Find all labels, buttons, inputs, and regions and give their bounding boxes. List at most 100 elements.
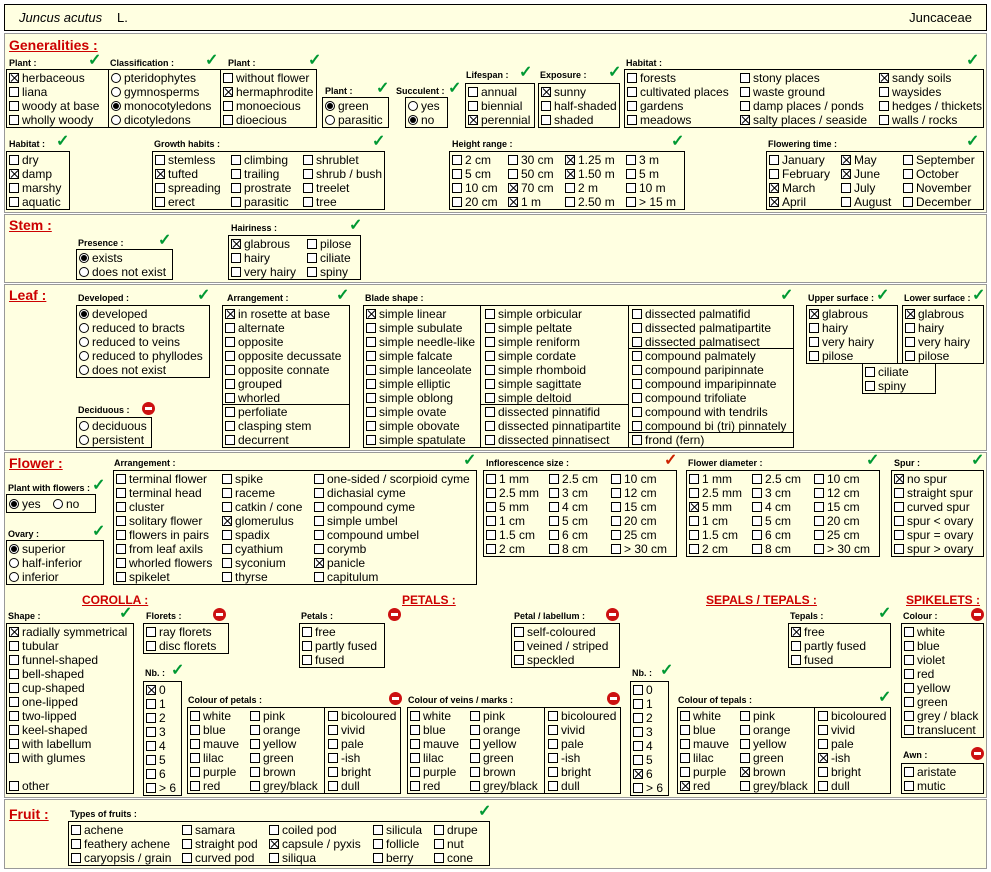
vein-colour-option[interactable]: -ish	[548, 751, 580, 765]
inflorescence-size-option[interactable]: 5 mm	[486, 500, 529, 514]
radio-button[interactable]	[79, 421, 89, 431]
sepal-count-option[interactable]: 4	[633, 739, 653, 753]
blade-shape-option[interactable]: compound trifoliate	[632, 391, 746, 405]
flower-arrangement-option[interactable]: corymb	[314, 542, 366, 556]
vein-colour-option[interactable]: bright	[548, 765, 591, 779]
tepal-colour-option[interactable]: bright	[818, 765, 861, 779]
presence-option[interactable]: exists	[79, 251, 123, 265]
checkbox[interactable]	[508, 155, 518, 165]
flower-arrangement-option[interactable]: one-sided / scorpioid cyme	[314, 472, 470, 486]
tepal-colour-option[interactable]: -ish	[818, 751, 850, 765]
habitat-moist-option[interactable]: marshy	[9, 181, 61, 195]
checkbox[interactable]	[116, 530, 126, 540]
lifespan-option[interactable]: perennial	[468, 113, 530, 127]
checkbox[interactable]	[486, 530, 496, 540]
flower-arrangement-option[interactable]: cluster	[116, 500, 164, 514]
checkbox[interactable]	[548, 739, 558, 749]
plant-type-option[interactable]: liana	[9, 85, 47, 99]
vein-colour-option[interactable]: brown	[470, 765, 516, 779]
exposure-option[interactable]: sunny	[541, 85, 586, 99]
fruit-type-option[interactable]: silicula	[373, 823, 422, 837]
flowering-month-option[interactable]: June	[841, 167, 880, 181]
checkbox[interactable]	[626, 197, 636, 207]
exposure-option[interactable]: half-shaded	[541, 99, 617, 113]
flower-arrangement-option[interactable]: spikelet	[116, 570, 170, 584]
radio-button[interactable]	[79, 309, 89, 319]
checkbox[interactable]	[904, 781, 914, 791]
checkbox[interactable]	[752, 474, 762, 484]
inflorescence-size-option[interactable]: 25 cm	[611, 528, 657, 542]
flower-arrangement-option[interactable]: simple umbel	[314, 514, 398, 528]
petal-count-option[interactable]: 2	[146, 711, 166, 725]
deciduous-option[interactable]: deciduous	[79, 419, 147, 433]
checkbox[interactable]	[689, 488, 699, 498]
checkbox[interactable]	[146, 713, 156, 723]
checkbox[interactable]	[879, 101, 889, 111]
checkbox[interactable]	[541, 101, 551, 111]
blade-shape-option[interactable]: simple lanceolate	[366, 363, 472, 377]
awn-option[interactable]: aristate	[904, 765, 956, 779]
checkbox[interactable]	[632, 393, 642, 403]
plant-flowers-option[interactable]: monoecious	[223, 99, 301, 113]
flower-arrangement-option[interactable]: capitulum	[314, 570, 378, 584]
checkbox[interactable]	[689, 530, 699, 540]
checkbox[interactable]	[565, 169, 575, 179]
checkbox[interactable]	[222, 572, 232, 582]
checkbox[interactable]	[116, 544, 126, 554]
checkbox[interactable]	[366, 421, 376, 431]
petal-colour-option[interactable]: orange	[250, 723, 300, 737]
blade-shape-option[interactable]: simple cordate	[485, 349, 576, 363]
blade-shape-option[interactable]: compound imparipinnate	[632, 377, 776, 391]
checkbox[interactable]	[225, 337, 235, 347]
flower-diameter-option[interactable]: 2 cm	[689, 542, 728, 556]
petal-colour-option[interactable]: purple	[190, 765, 236, 779]
blade-shape-option[interactable]: simple rhomboid	[485, 363, 586, 377]
checkbox[interactable]	[250, 753, 260, 763]
hairiness-option[interactable]: glabrous	[231, 237, 290, 251]
checkbox[interactable]	[818, 781, 828, 791]
checkbox[interactable]	[485, 421, 495, 431]
checkbox[interactable]	[470, 725, 480, 735]
checkbox[interactable]	[611, 474, 621, 484]
checkbox[interactable]	[632, 323, 642, 333]
petal-colour-option[interactable]: mauve	[190, 737, 239, 751]
inflorescence-size-option[interactable]: 1.5 cm	[486, 528, 535, 542]
sepal-count-option[interactable]: 2	[633, 711, 653, 725]
checkbox[interactable]	[366, 309, 376, 319]
checkbox[interactable]	[9, 101, 19, 111]
checkbox[interactable]	[9, 781, 19, 791]
petal-count-option[interactable]: > 6	[146, 781, 176, 795]
checkbox[interactable]	[541, 87, 551, 97]
fruit-type-option[interactable]: capsule / pyxis	[269, 837, 361, 851]
checkbox[interactable]	[314, 572, 324, 582]
spikelet-colour-option[interactable]: yellow	[904, 681, 950, 695]
checkbox[interactable]	[302, 655, 312, 665]
tepal-colour-option[interactable]: mauve	[680, 737, 729, 751]
inflorescence-size-option[interactable]: 12 cm	[611, 486, 657, 500]
checkbox[interactable]	[366, 379, 376, 389]
petal-count-option[interactable]: 1	[146, 697, 166, 711]
upper-surface-option[interactable]: very hairy	[809, 335, 874, 349]
checkbox[interactable]	[410, 753, 420, 763]
flower-arrangement-option[interactable]: from leaf axils	[116, 542, 203, 556]
flower-diameter-option[interactable]: 20 cm	[814, 514, 860, 528]
checkbox[interactable]	[809, 351, 819, 361]
spikelet-colour-option[interactable]: green	[904, 695, 948, 709]
hairiness-option[interactable]: ciliate	[307, 251, 351, 265]
fruit-type-option[interactable]: caryopsis / grain	[71, 851, 171, 865]
flower-arrangement-option[interactable]: glomerulus	[222, 514, 294, 528]
radio-button[interactable]	[111, 87, 121, 97]
flowering-month-option[interactable]: January	[769, 153, 825, 167]
tepal-colour-option[interactable]: pink	[740, 709, 775, 723]
checkbox[interactable]	[222, 474, 232, 484]
checkbox[interactable]	[485, 365, 495, 375]
spikelet-colour-option[interactable]: translucent	[904, 723, 976, 737]
hairiness-option[interactable]: hairy	[231, 251, 270, 265]
checkbox[interactable]	[373, 839, 383, 849]
checkbox[interactable]	[814, 544, 824, 554]
height-option[interactable]: 20 cm	[452, 195, 498, 209]
checkbox[interactable]	[633, 699, 643, 709]
flower-arrangement-option[interactable]: raceme	[222, 486, 275, 500]
checkbox[interactable]	[225, 393, 235, 403]
checkbox[interactable]	[250, 767, 260, 777]
